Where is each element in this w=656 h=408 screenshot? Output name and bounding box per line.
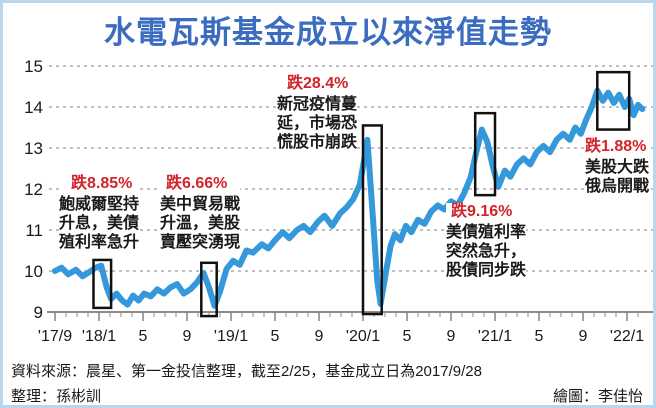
artist-credit: 繪圖：李佳怡 — [552, 388, 643, 405]
x-axis-label: 9 — [447, 328, 456, 345]
x-axis-label: 9 — [579, 328, 588, 345]
x-axis-label: '19/1 — [214, 328, 248, 345]
x-axis-label: 5 — [271, 328, 280, 345]
annotation-text: 美中貿易戰 升溫，美股 賣壓突湧現 — [160, 196, 241, 251]
y-axis-label: 14 — [24, 98, 43, 117]
x-axis-label: '18/1 — [82, 328, 116, 345]
annotation-russia-ukraine-war: 跌1.88% 美股大跌 俄烏開戰 — [585, 138, 650, 196]
annotation-covid-crash: 跌28.4% 新冠疫情蔓 延，市場恐 慌股市崩跌 — [277, 75, 358, 152]
data-source-note: 資料來源：晨星、第一金投信整理，截至2/25，基金成立日為2017/9/28 — [11, 363, 482, 380]
annotation-text: 新冠疫情蔓 延，市場恐 慌股市崩跌 — [277, 96, 358, 151]
annotation-text: 美債殖利率 突然急升， 股債同步跌 — [446, 224, 527, 279]
x-axis-label: 5 — [535, 328, 544, 345]
y-axis-label: 10 — [24, 262, 43, 281]
y-axis-label: 9 — [34, 303, 43, 322]
annotation-drop-pct: 跌6.66% — [166, 175, 228, 192]
y-axis-label: 12 — [24, 180, 43, 199]
x-axis-label: 5 — [403, 328, 412, 345]
annotation-drop-pct: 跌9.16% — [451, 203, 513, 220]
annotation-text: 鮑威爾堅持 升息，美債 殖利率急升 — [59, 196, 140, 251]
x-axis-label: 9 — [183, 328, 192, 345]
page-title: 水電瓦斯基金成立以來淨值走勢 — [104, 15, 552, 50]
x-axis-label: '21/1 — [478, 328, 512, 345]
event-box — [200, 261, 218, 318]
fund-nav-line-chart: 9 10 11 12 13 14 15 '17/9 '18/1 5 9 '19/1 5 9 '20/1 5 9 '… — [24, 57, 653, 345]
event-box — [92, 258, 113, 310]
x-axis-label: 9 — [315, 328, 324, 345]
y-axis-label: 11 — [25, 221, 43, 240]
x-axis-label: '22/1 — [610, 328, 644, 345]
x-axis-label: 5 — [139, 328, 148, 345]
annotation-drop-pct: 跌1.88% — [585, 138, 647, 155]
annotation-powell-rate-hike: 跌8.85% 鮑威爾堅持 升息，美債 殖利率急升 — [59, 175, 140, 252]
annotation-drop-pct: 跌8.85% — [71, 175, 133, 192]
editor-credit: 整理：孫彬訓 — [11, 388, 102, 405]
annotation-yield-spike: 跌9.16% 美債殖利率 突然急升， 股債同步跌 — [446, 203, 527, 280]
event-box — [361, 124, 383, 316]
x-axis-label: '17/9 — [38, 328, 72, 345]
event-box — [596, 70, 631, 131]
nav-series-line — [52, 87, 646, 309]
event-box — [473, 111, 497, 197]
annotation-us-china-trade-war: 跌6.66% 美中貿易戰 升溫，美股 賣壓突湧現 — [160, 175, 241, 252]
annotation-drop-pct: 跌28.4% — [287, 75, 349, 92]
y-axis-label: 15 — [24, 57, 43, 76]
annotation-text: 美股大跌 俄烏開戰 — [585, 159, 650, 195]
x-axis-label: '20/1 — [346, 328, 380, 345]
y-axis-label: 13 — [24, 139, 43, 158]
